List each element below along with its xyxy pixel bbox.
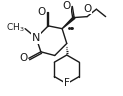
Text: N: N bbox=[32, 33, 40, 43]
Text: O: O bbox=[38, 7, 46, 17]
Text: O: O bbox=[83, 4, 91, 14]
Text: O: O bbox=[62, 1, 70, 11]
Text: O: O bbox=[20, 53, 28, 63]
Text: CH$_3$: CH$_3$ bbox=[6, 22, 24, 34]
Polygon shape bbox=[62, 17, 75, 29]
Text: F: F bbox=[64, 78, 70, 88]
